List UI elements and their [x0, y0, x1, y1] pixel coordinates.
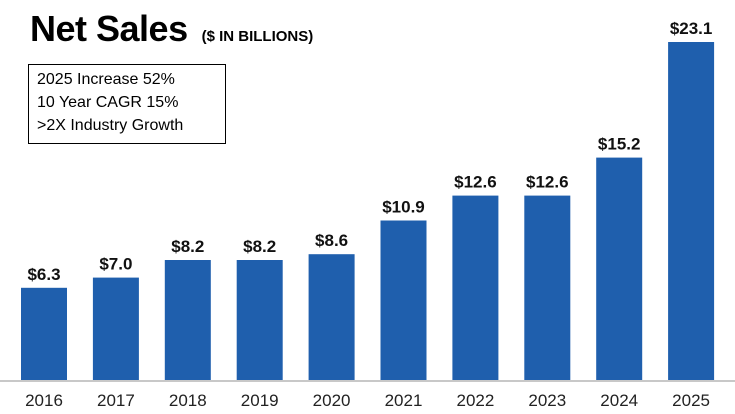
bar-2024 [596, 157, 643, 380]
data-label-2025: $23.1 [670, 19, 713, 38]
chart-title: Net Sales [30, 8, 188, 49]
data-label-2019: $8.2 [243, 237, 276, 256]
bar-2018 [164, 260, 211, 380]
bar-2017 [92, 277, 139, 380]
x-tick-2024: 2024 [600, 391, 638, 410]
data-label-2021: $10.9 [382, 198, 425, 217]
bar-2016 [21, 287, 67, 380]
bar-2020 [308, 254, 355, 380]
x-tick-2017: 2017 [97, 391, 135, 410]
chart-subtitle: ($ IN BILLIONS) [201, 28, 314, 45]
x-tick-2020: 2020 [313, 391, 351, 410]
bar-2021 [380, 220, 427, 380]
highlights-box: 2025 Increase 52% 10 Year CAGR 15% >2X I… [28, 64, 226, 144]
x-tick-2019: 2019 [241, 391, 279, 410]
x-tick-2022: 2022 [456, 391, 494, 410]
x-tick-2018: 2018 [169, 391, 207, 410]
bar-2022 [452, 195, 499, 380]
bar-2023 [524, 195, 571, 380]
highlight-line: >2X Industry Growth [37, 117, 184, 134]
data-label-2018: $8.2 [171, 237, 204, 256]
x-tick-2016: 2016 [25, 391, 63, 410]
x-tick-2023: 2023 [528, 391, 566, 410]
data-label-2022: $12.6 [454, 173, 497, 192]
highlight-line: 10 Year CAGR 15% [37, 94, 179, 111]
x-tick-2021: 2021 [385, 391, 423, 410]
data-label-2017: $7.0 [99, 255, 132, 274]
chart-title-block: Net Sales ($ IN BILLIONS) [30, 8, 313, 50]
data-label-2024: $15.2 [598, 135, 641, 154]
bar-2019 [236, 260, 283, 380]
data-label-2023: $12.6 [526, 173, 569, 192]
bar-2025 [668, 42, 715, 380]
highlight-line: 2025 Increase 52% [37, 71, 175, 88]
data-label-2020: $8.6 [315, 231, 348, 250]
data-label-2016: $6.3 [27, 265, 60, 284]
x-tick-2025: 2025 [672, 391, 710, 410]
